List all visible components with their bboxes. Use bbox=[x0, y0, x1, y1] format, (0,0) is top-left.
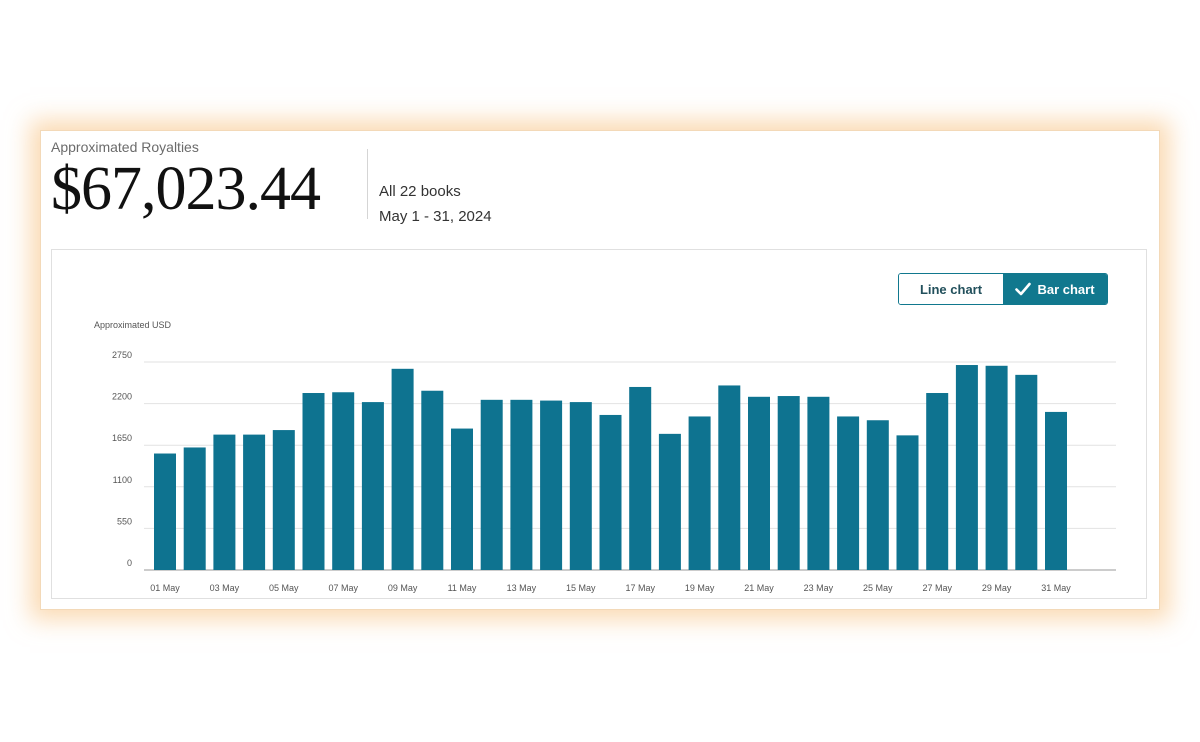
line-chart-label: Line chart bbox=[919, 281, 983, 297]
x-tick-label-01-may: 01 May bbox=[150, 583, 180, 593]
chart-type-toggle: Line chart Bar chart bbox=[898, 273, 1108, 305]
x-tick-label-31-may: 31 May bbox=[1041, 583, 1071, 593]
bar-09-may bbox=[391, 368, 414, 570]
chart-panel: Approximated USD 0 550 1100 1650 2200 2750 01 M… bbox=[51, 249, 1147, 599]
x-tick-label-21-may: 21 May bbox=[744, 583, 774, 593]
x-tick-label-29-may: 29 May bbox=[982, 583, 1012, 593]
bar-31-may bbox=[1045, 411, 1067, 570]
x-tick-label-17-may: 17 May bbox=[625, 583, 655, 593]
x-tick-label-25-may: 25 May bbox=[863, 583, 893, 593]
date-range: May 1 - 31, 2024 bbox=[379, 208, 492, 225]
x-tick-label-23-may: 23 May bbox=[804, 583, 834, 593]
bar-18-may bbox=[658, 433, 681, 570]
bar-13-may bbox=[510, 399, 533, 570]
y-tick-label-2200: 2200 bbox=[112, 392, 132, 402]
x-tick-label-05-may: 05 May bbox=[269, 583, 299, 593]
bar-chart-button[interactable]: Bar chart bbox=[1003, 274, 1107, 304]
line-chart-button[interactable]: Line chart bbox=[899, 274, 1003, 304]
bar-05-may bbox=[272, 430, 295, 570]
bar-29-may bbox=[985, 365, 1008, 570]
header-divider bbox=[367, 149, 368, 219]
bar-20-may bbox=[718, 385, 741, 570]
bar-06-may bbox=[302, 393, 325, 570]
x-tick-label-03-may: 03 May bbox=[210, 583, 240, 593]
bar-23-may bbox=[807, 396, 830, 570]
y-tick-label-1100: 1100 bbox=[113, 475, 132, 485]
bar-17-may bbox=[629, 386, 652, 570]
bar-16-may bbox=[599, 414, 622, 570]
bar-03-may bbox=[213, 434, 236, 570]
bar-21-may bbox=[748, 396, 770, 570]
y-tick-label-2750: 2750 bbox=[112, 350, 132, 360]
bar-19-may bbox=[688, 416, 711, 570]
bar-11-may bbox=[451, 428, 473, 570]
x-tick-label-27-may: 27 May bbox=[922, 583, 952, 593]
royalties-label: Approximated Royalties bbox=[51, 139, 199, 155]
bar-24-may bbox=[837, 416, 860, 570]
bar-10-may bbox=[421, 390, 444, 570]
books-count: All 22 books bbox=[379, 183, 461, 200]
x-tick-label-15-may: 15 May bbox=[566, 583, 596, 593]
bar-28-may bbox=[955, 365, 978, 570]
x-tick-label-11-may: 11 May bbox=[448, 583, 477, 593]
bar-07-may bbox=[332, 392, 355, 570]
bar-08-may bbox=[361, 402, 384, 570]
bar-12-may bbox=[480, 399, 503, 570]
y-tick-label-0: 0 bbox=[127, 558, 132, 568]
x-tick-label-13-may: 13 May bbox=[507, 583, 537, 593]
royalties-card: Approximated Royalties $67,023.44 All 22… bbox=[40, 130, 1160, 610]
bar-30-may bbox=[1015, 374, 1038, 570]
y-tick-label-1650: 1650 bbox=[112, 433, 132, 443]
bar-27-may bbox=[926, 393, 949, 570]
royalties-header: Approximated Royalties $67,023.44 All 22… bbox=[41, 131, 1159, 241]
bar-22-may bbox=[777, 396, 800, 570]
books-info: All 22 books May 1 - 31, 2024 bbox=[379, 179, 492, 229]
bar-02-may bbox=[183, 447, 206, 570]
y-axis-title: Approximated USD bbox=[94, 320, 172, 330]
bar-chart-label: Bar chart bbox=[1037, 281, 1095, 297]
bar-14-may bbox=[540, 400, 563, 570]
bar-01-may bbox=[154, 453, 176, 570]
bar-26-may bbox=[896, 435, 919, 570]
bar-25-may bbox=[866, 420, 889, 570]
y-tick-label-550: 550 bbox=[117, 516, 132, 526]
x-tick-label-09-may: 09 May bbox=[388, 583, 418, 593]
bar-04-may bbox=[243, 434, 266, 570]
royalties-amount: $67,023.44 bbox=[51, 155, 321, 223]
x-tick-label-07-may: 07 May bbox=[328, 583, 358, 593]
bar-15-may bbox=[569, 402, 592, 570]
x-tick-label-19-may: 19 May bbox=[685, 583, 715, 593]
royalties-bar-chart: Approximated USD 0 550 1100 1650 2200 2750 01 M… bbox=[94, 320, 1116, 593]
checkmark-icon bbox=[1015, 282, 1032, 296]
